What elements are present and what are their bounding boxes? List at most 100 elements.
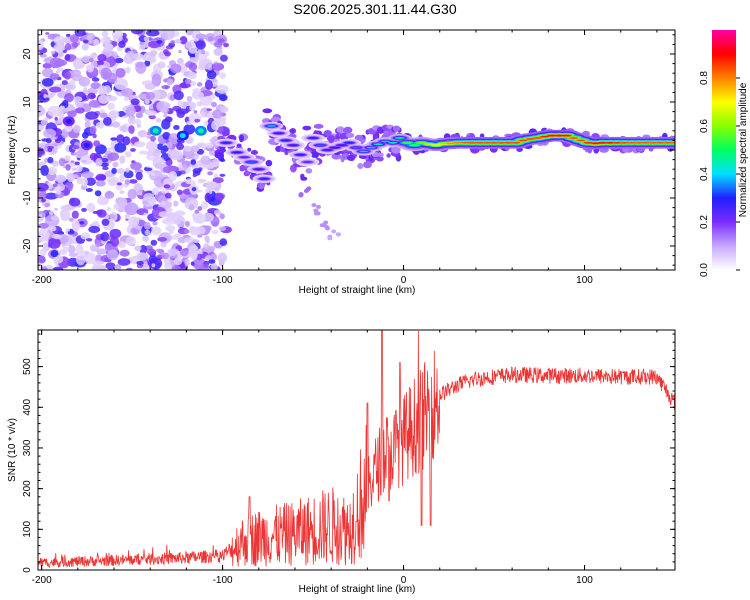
heatmap-noise-blob bbox=[184, 229, 190, 234]
heatmap-signal-cell bbox=[605, 142, 615, 144]
heatmap-noise-blob bbox=[89, 57, 94, 63]
heatmap-noise-blob bbox=[107, 102, 115, 110]
heatmap-signal-cell bbox=[460, 142, 470, 144]
heatmap-noise-blob bbox=[119, 174, 125, 183]
heatmap-noise-blob bbox=[173, 257, 183, 266]
heatmap-noise-blob bbox=[39, 54, 47, 58]
heatmap-noise-blob bbox=[95, 121, 105, 129]
heatmap-signal-halo bbox=[345, 132, 355, 138]
heatmap-signal-cell bbox=[281, 139, 290, 141]
heatmap-noise-blob bbox=[157, 237, 168, 242]
heatmap-noise-blob bbox=[144, 229, 151, 236]
heatmap-noise-blob bbox=[156, 100, 169, 112]
heatmap-noise-blob bbox=[185, 30, 194, 36]
heatmap-noise-blob bbox=[114, 78, 128, 90]
heatmap-noise-blob bbox=[158, 211, 170, 218]
heatmap-noise-blob bbox=[58, 157, 65, 167]
snr-x-ticks: -200 -100 0 100 bbox=[32, 330, 658, 586]
heatmap-signal-cell bbox=[303, 161, 312, 163]
heatmap-noise-blob bbox=[219, 173, 226, 177]
heatmap-noise-blob bbox=[44, 192, 59, 200]
heatmap-noise-blob bbox=[203, 263, 209, 269]
heatmap-noise-blob bbox=[149, 51, 157, 57]
heatmap-noise-blob bbox=[98, 64, 106, 69]
heatmap-noise-blob bbox=[47, 147, 53, 152]
heatmap-noise-blob bbox=[118, 41, 126, 48]
heatmap-noise-blob bbox=[184, 197, 199, 211]
heatmap-noise-blob bbox=[98, 94, 110, 104]
heatmap-noise-blob bbox=[188, 62, 198, 72]
heatmap-noise-blob bbox=[189, 104, 196, 111]
heatmap-noise-blob bbox=[120, 87, 134, 97]
heatmap-noise-blob bbox=[139, 41, 144, 45]
heatmap-noise-blob bbox=[175, 245, 182, 250]
heatmap-noise-blob bbox=[144, 83, 156, 90]
heatmap-noise-blob bbox=[95, 180, 106, 187]
heatmap-noise-blob bbox=[192, 173, 197, 178]
heatmap-noise-blob bbox=[69, 217, 74, 222]
heatmap-noise-blob bbox=[64, 125, 73, 133]
heatmap-noise-blob bbox=[212, 177, 224, 184]
heatmap-noise-blob bbox=[144, 167, 153, 172]
heatmap-noise-blob bbox=[190, 159, 197, 165]
heatmap-signal-halo bbox=[357, 163, 364, 169]
heatmap-signal-cell bbox=[583, 142, 593, 144]
heatmap-noise-blob bbox=[44, 202, 51, 208]
heatmap-signal-halo bbox=[313, 123, 324, 129]
heatmap-noise-blob bbox=[116, 168, 125, 174]
heatmap-signal-cell bbox=[309, 137, 318, 139]
heatmap-noise-blob bbox=[139, 244, 148, 255]
heatmap-noise-blob bbox=[211, 120, 219, 131]
heatmap-noise-core bbox=[65, 118, 72, 124]
heatmap-noise-blob bbox=[168, 171, 178, 181]
heatmap-noise-blob bbox=[55, 70, 60, 74]
heatmap-noise-blob bbox=[136, 260, 144, 266]
heatmap-signal-cell bbox=[417, 142, 426, 144]
heatmap-noise-blob bbox=[51, 160, 60, 167]
colorbar-label: Normalized spectral amplitude bbox=[738, 82, 749, 217]
heatmap-noise-blob bbox=[40, 119, 49, 126]
heatmap-signal-halo bbox=[363, 161, 372, 169]
heatmap-noise-blob bbox=[42, 267, 48, 270]
heatmap-noise-blob bbox=[62, 210, 71, 218]
heatmap-noise-blob bbox=[193, 110, 198, 114]
heatmap-noise-blob bbox=[80, 232, 91, 240]
heatmap-noise-blob bbox=[185, 180, 191, 185]
heatmap-signal-halo bbox=[239, 134, 244, 143]
heatmap-noise-blob bbox=[101, 158, 109, 163]
heatmap-noise-blob bbox=[205, 142, 214, 149]
heatmap-noise-blob bbox=[197, 178, 205, 184]
heatmap-noise-blob bbox=[136, 124, 142, 128]
heatmap-noise-blob bbox=[184, 259, 190, 267]
heatmap-signal-cell bbox=[533, 137, 542, 139]
heatmap-signal-halo bbox=[331, 153, 342, 160]
heatmap-noise-blob bbox=[104, 243, 113, 251]
heatmap-noise-blob bbox=[85, 188, 93, 192]
heatmap-noise-blob bbox=[213, 209, 222, 215]
heatmap-noise-blob bbox=[197, 82, 203, 87]
heatmap-noise-blob bbox=[219, 106, 229, 113]
colorbar-tick-label: 0.0 bbox=[699, 263, 710, 277]
heatmap-signal-cell bbox=[247, 161, 256, 163]
heatmap-noise-blob bbox=[130, 162, 142, 170]
heatmap-noise-blob bbox=[53, 254, 64, 264]
heatmap-noise-blob bbox=[123, 95, 130, 102]
heatmap-signal-cell bbox=[338, 144, 346, 146]
heatmap-noise-blob bbox=[122, 115, 128, 119]
heatmap-signal-halo bbox=[250, 150, 258, 155]
heatmap-noise-blob bbox=[124, 151, 132, 158]
heatmap-noise-blob bbox=[208, 259, 216, 264]
heatmap-noise-blob bbox=[103, 85, 112, 95]
heatmap-noise-blob bbox=[119, 155, 126, 164]
heatmap-noise-blob bbox=[142, 263, 150, 270]
heatmap-noise-blob bbox=[134, 141, 146, 148]
heatmap-noise-blob bbox=[41, 138, 49, 142]
heatmap-x-tick-label: 0 bbox=[401, 275, 407, 286]
heatmap-tail-blob bbox=[327, 236, 333, 241]
heatmap-y-tick-label: -20 bbox=[22, 238, 33, 253]
heatmap-noise-core bbox=[83, 142, 90, 148]
heatmap-noise-blob bbox=[73, 151, 79, 155]
heatmap-noise-blob bbox=[92, 39, 100, 46]
heatmap-x-tick-label: -200 bbox=[32, 275, 52, 286]
heatmap-noise-blob bbox=[125, 106, 136, 116]
